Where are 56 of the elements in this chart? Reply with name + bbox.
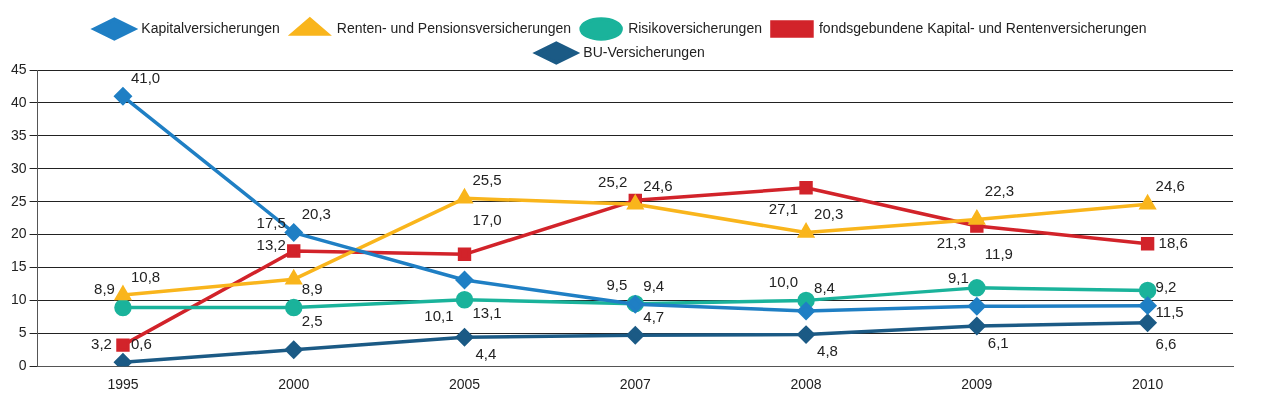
x-tick-label: 2005 xyxy=(448,376,481,393)
data-label: 0,6 xyxy=(130,334,152,352)
y-tick-label: 35 xyxy=(10,126,27,143)
x-tick-label: 1995 xyxy=(107,376,139,393)
data-label: 10,8 xyxy=(130,267,161,285)
y-tick-label: 5 xyxy=(18,324,27,341)
data-label: 3,2 xyxy=(91,335,112,353)
data-label: 6,6 xyxy=(1155,335,1177,353)
data-label: 6,1 xyxy=(987,333,1009,351)
data-label: 8,4 xyxy=(814,278,835,296)
data-label: 10,0 xyxy=(768,273,799,291)
data-label: 20,3 xyxy=(814,205,844,223)
y-tick-label: 40 xyxy=(10,93,27,110)
data-label: 17,0 xyxy=(472,210,502,228)
y-tick-label: 0 xyxy=(18,357,27,374)
legend-label: fondsgebundene Kapital- und Rentenversicherungen xyxy=(818,19,1147,36)
legend-label: BU-Versicherungen xyxy=(583,43,705,60)
data-label: 9,4 xyxy=(643,276,665,294)
data-label: 9,2 xyxy=(1155,278,1177,296)
y-tick-label: 25 xyxy=(10,192,27,209)
x-tick-label: 2008 xyxy=(790,376,822,393)
legend-label: Renten- und Pensionsversicherungen xyxy=(336,19,572,36)
y-tick-label: 30 xyxy=(10,159,27,176)
data-label: 20,3 xyxy=(301,205,331,223)
data-label: 4,4 xyxy=(475,344,497,362)
data-label: 11,5 xyxy=(1155,303,1184,321)
data-label: 25,5 xyxy=(472,170,502,188)
data-label: 2,5 xyxy=(301,312,323,330)
data-label: 13,2 xyxy=(256,235,286,253)
data-label: 21,3 xyxy=(936,233,966,251)
x-tick-label: 2000 xyxy=(278,376,310,393)
data-label: 8,9 xyxy=(301,280,323,298)
y-tick-label: 10 xyxy=(10,291,27,308)
x-tick-label: 2010 xyxy=(1132,376,1164,393)
data-label: 24,6 xyxy=(1155,176,1185,194)
y-tick-label: 45 xyxy=(10,60,27,77)
data-label: 4,8 xyxy=(817,342,838,360)
data-label: 41,0 xyxy=(130,68,161,86)
legend-label: Risikoversicherungen xyxy=(628,19,762,36)
data-label: 9,5 xyxy=(606,276,628,294)
y-tick-label: 15 xyxy=(10,258,27,275)
y-tick-label: 20 xyxy=(10,225,27,242)
data-label: 24,6 xyxy=(643,176,673,194)
data-label: 18,6 xyxy=(1158,233,1188,251)
data-label: 27,1 xyxy=(768,200,799,218)
data-label: 9,1 xyxy=(947,268,969,286)
data-label: 11,9 xyxy=(984,244,1013,262)
legend-label: Kapitalversicherungen xyxy=(141,19,280,36)
x-tick-label: 2007 xyxy=(619,376,652,393)
data-label: 25,2 xyxy=(598,172,628,190)
data-label: 10,1 xyxy=(424,307,454,325)
data-label: 8,9 xyxy=(94,280,115,298)
x-tick-label: 2009 xyxy=(961,376,993,393)
data-label: 22,3 xyxy=(984,182,1015,200)
data-label: 13,1 xyxy=(472,303,502,321)
data-label: 4,7 xyxy=(643,307,665,325)
